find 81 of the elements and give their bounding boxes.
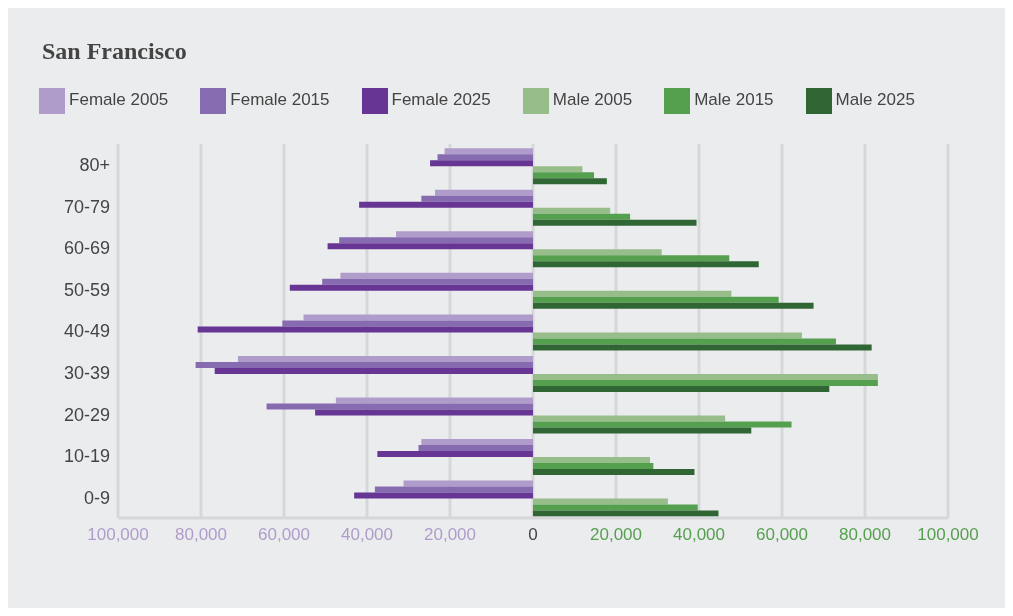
bar bbox=[533, 178, 607, 185]
bar bbox=[282, 320, 533, 327]
legend-label: Male 2005 bbox=[552, 90, 633, 110]
bar bbox=[533, 290, 732, 297]
y-tick-label: 0-9 bbox=[83, 487, 110, 508]
bar bbox=[237, 355, 533, 362]
bar bbox=[340, 272, 533, 279]
bar bbox=[339, 237, 533, 244]
y-tick-label: 70-79 bbox=[63, 196, 110, 217]
bar bbox=[533, 255, 730, 262]
x-tick-label: 20,000 bbox=[590, 525, 642, 544]
x-tick-label: 100,000 bbox=[917, 525, 979, 544]
bar bbox=[266, 403, 533, 410]
bar bbox=[421, 195, 533, 202]
bar bbox=[435, 189, 533, 196]
y-tick-label: 50-59 bbox=[63, 279, 110, 300]
bar bbox=[533, 261, 759, 268]
bar bbox=[533, 344, 872, 351]
y-tick-label: 10-19 bbox=[63, 446, 110, 467]
bar bbox=[421, 439, 533, 446]
bar bbox=[533, 421, 792, 428]
bar bbox=[327, 243, 533, 250]
bar bbox=[374, 486, 533, 493]
y-tick-label: 80+ bbox=[79, 155, 110, 176]
bar bbox=[533, 249, 662, 256]
legend-label: Female 2015 bbox=[230, 90, 330, 110]
y-tick-label: 20-29 bbox=[63, 404, 110, 425]
bar bbox=[197, 326, 533, 333]
x-tick-label: 40,000 bbox=[673, 525, 725, 544]
bar bbox=[289, 284, 533, 291]
x-tick-label: 20,000 bbox=[424, 525, 476, 544]
bar bbox=[430, 160, 533, 167]
bar bbox=[533, 504, 698, 511]
legend-label: Female 2005 bbox=[69, 90, 169, 110]
bar bbox=[377, 451, 533, 458]
bar bbox=[533, 427, 752, 434]
bar bbox=[533, 219, 697, 226]
x-tick-label: 80,000 bbox=[839, 525, 891, 544]
legend-label: Female 2025 bbox=[391, 90, 491, 110]
bar bbox=[533, 207, 611, 214]
x-tick-label: 60,000 bbox=[258, 525, 310, 544]
bar bbox=[533, 385, 830, 392]
bar bbox=[533, 296, 779, 303]
bar bbox=[444, 148, 533, 155]
bar bbox=[533, 172, 595, 179]
bar bbox=[315, 409, 533, 416]
bar bbox=[533, 338, 836, 345]
chart-title: San Francisco bbox=[42, 38, 187, 65]
bar bbox=[533, 415, 726, 422]
bar bbox=[396, 231, 533, 238]
bar bbox=[533, 463, 654, 470]
bar bbox=[418, 445, 533, 452]
x-tick-label: 100,000 bbox=[87, 525, 149, 544]
bar bbox=[533, 469, 695, 476]
bar bbox=[303, 314, 533, 321]
legend-label: Male 2025 bbox=[835, 90, 915, 110]
bar bbox=[533, 510, 719, 517]
bar bbox=[533, 213, 631, 220]
y-tick-label: 40-49 bbox=[63, 321, 110, 342]
y-tick-label: 30-39 bbox=[63, 362, 110, 383]
bar bbox=[359, 201, 533, 208]
x-tick-label: 40,000 bbox=[341, 525, 393, 544]
bar bbox=[533, 457, 651, 464]
bar bbox=[354, 492, 533, 499]
bar bbox=[533, 379, 878, 386]
x-tick-label: 80,000 bbox=[175, 525, 227, 544]
bar bbox=[403, 480, 533, 487]
bar bbox=[335, 397, 533, 404]
bar bbox=[195, 361, 533, 368]
x-tick-label: 60,000 bbox=[756, 525, 808, 544]
bar bbox=[533, 498, 668, 505]
bar bbox=[322, 278, 533, 285]
bar bbox=[533, 332, 802, 339]
bar bbox=[533, 166, 583, 173]
legend-label: Male 2015 bbox=[694, 90, 774, 110]
x-tick-label: 0 bbox=[528, 525, 538, 544]
bar bbox=[533, 302, 814, 309]
bar bbox=[533, 373, 878, 380]
bar bbox=[214, 367, 533, 374]
y-tick-label: 60-69 bbox=[63, 238, 110, 259]
bar bbox=[437, 154, 533, 161]
